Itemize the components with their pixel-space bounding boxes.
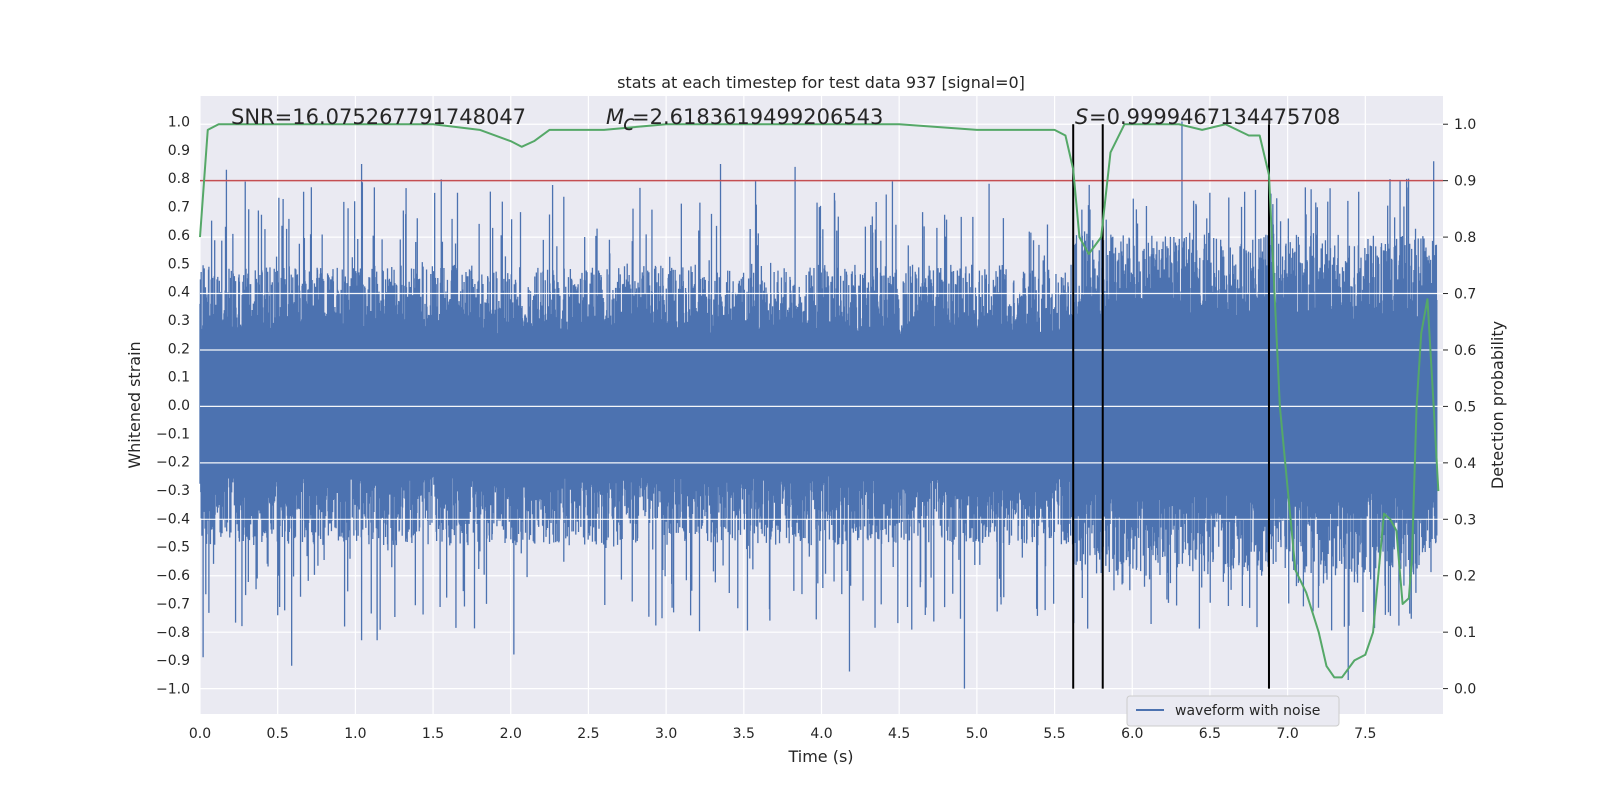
x-tick-label: 6.5 (1199, 726, 1221, 742)
y-right-tick-label: 0.0 (1454, 682, 1476, 698)
y-right-tick-label: 0.4 (1454, 456, 1476, 472)
y-right-tick-label: 0.7 (1454, 287, 1476, 303)
y-left-tick-label: −0.9 (156, 653, 190, 669)
x-tick-label: 7.0 (1276, 726, 1298, 742)
snr-annotation: SNR=16.075267791748047 (231, 105, 526, 129)
waveform-series (199, 121, 1438, 689)
y-left-tick-label: −0.8 (156, 625, 190, 641)
x-tick-label: 2.5 (577, 726, 599, 742)
y-right-tick-label: 1.0 (1454, 117, 1476, 133)
svg-text:=2.6183619499206543: =2.6183619499206543 (632, 105, 883, 129)
y-left-tick-label: −1.0 (156, 681, 190, 697)
overlay-layer (199, 123, 1443, 689)
y-left-tick-label: 0.9 (168, 143, 190, 159)
x-tick-label: 7.5 (1354, 726, 1376, 742)
y-left-tick-label: 0.6 (168, 228, 190, 244)
y-left-tick-label: −0.4 (156, 511, 190, 527)
x-tick-label: 0.5 (267, 726, 289, 742)
y-left-tick-label: 0.0 (168, 398, 190, 414)
legend-box (1126, 695, 1340, 727)
y-right-tick-label: 0.8 (1454, 230, 1476, 246)
x-tick-label: 2.0 (500, 726, 522, 742)
y-left-tick-label: −0.5 (156, 540, 190, 556)
waveform-line (199, 121, 1438, 689)
svg-text:c: c (623, 111, 635, 135)
y-left-tick-label: 0.8 (168, 171, 190, 187)
y-left-tick-label: −0.2 (156, 455, 190, 471)
y-left-tick-label: 1.0 (168, 115, 190, 131)
y-right-tick-label: 0.6 (1454, 343, 1476, 359)
mc-annotation: M c =2.6183619499206543 (606, 105, 883, 135)
x-tick-label: 1.5 (422, 726, 444, 742)
legend-label-waveform: waveform with noise (1175, 703, 1320, 719)
chart-title: stats at each timestep for test data 937… (617, 73, 1025, 92)
x-tick-label: 5.0 (966, 726, 988, 742)
y-left-tick-label: 0.7 (168, 200, 190, 216)
y-left-tick-label: 0.5 (168, 256, 190, 272)
svg-text:=0.9999467134475708: =0.9999467134475708 (1089, 105, 1340, 129)
y-axis-label-right: Detection probability (1488, 321, 1507, 489)
y-left-tick-label: 0.4 (168, 285, 190, 301)
probability-line (199, 123, 1440, 679)
x-tick-label: 6.0 (1121, 726, 1143, 742)
y-right-tick-label: 0.2 (1454, 569, 1476, 585)
y-right-tick-label: 0.9 (1454, 174, 1476, 190)
x-tick-label: 4.0 (810, 726, 832, 742)
y-left-tick-label: −0.6 (156, 568, 190, 584)
x-tick-label: 4.5 (888, 726, 910, 742)
legend: waveform with noise (1126, 695, 1340, 727)
x-tick-label: 3.0 (655, 726, 677, 742)
y-left-tick-label: 0.2 (168, 341, 190, 357)
x-tick-label: 3.5 (733, 726, 755, 742)
s-annotation: S =0.9999467134475708 (1075, 105, 1340, 129)
y-right-tick-label: 0.3 (1454, 512, 1476, 528)
y-left-tick-label: 0.3 (168, 313, 190, 329)
svg-text:M: M (606, 105, 624, 129)
x-tick-label: 5.5 (1043, 726, 1065, 742)
svg-text:S: S (1075, 105, 1088, 129)
x-axis-label: Time (s) (787, 747, 853, 766)
x-tick-label: 0.0 (189, 726, 211, 742)
y-axis-label-left: Whitened strain (125, 341, 144, 468)
y-right-tick-label: 0.1 (1454, 625, 1476, 641)
y-left-tick-label: 0.1 (168, 370, 190, 386)
y-left-tick-label: −0.1 (156, 426, 190, 442)
tick-labels: 0.0 0.5 1.0 1.5 2.0 2.5 3.0 3.5 4.0 4.5 5.0 5.5 6.0 6… (156, 115, 1476, 742)
y-left-tick-label: −0.7 (156, 596, 190, 612)
y-right-tick-label: 0.5 (1454, 399, 1476, 415)
y-left-tick-label: −0.3 (156, 483, 190, 499)
x-tick-label: 1.0 (344, 726, 366, 742)
